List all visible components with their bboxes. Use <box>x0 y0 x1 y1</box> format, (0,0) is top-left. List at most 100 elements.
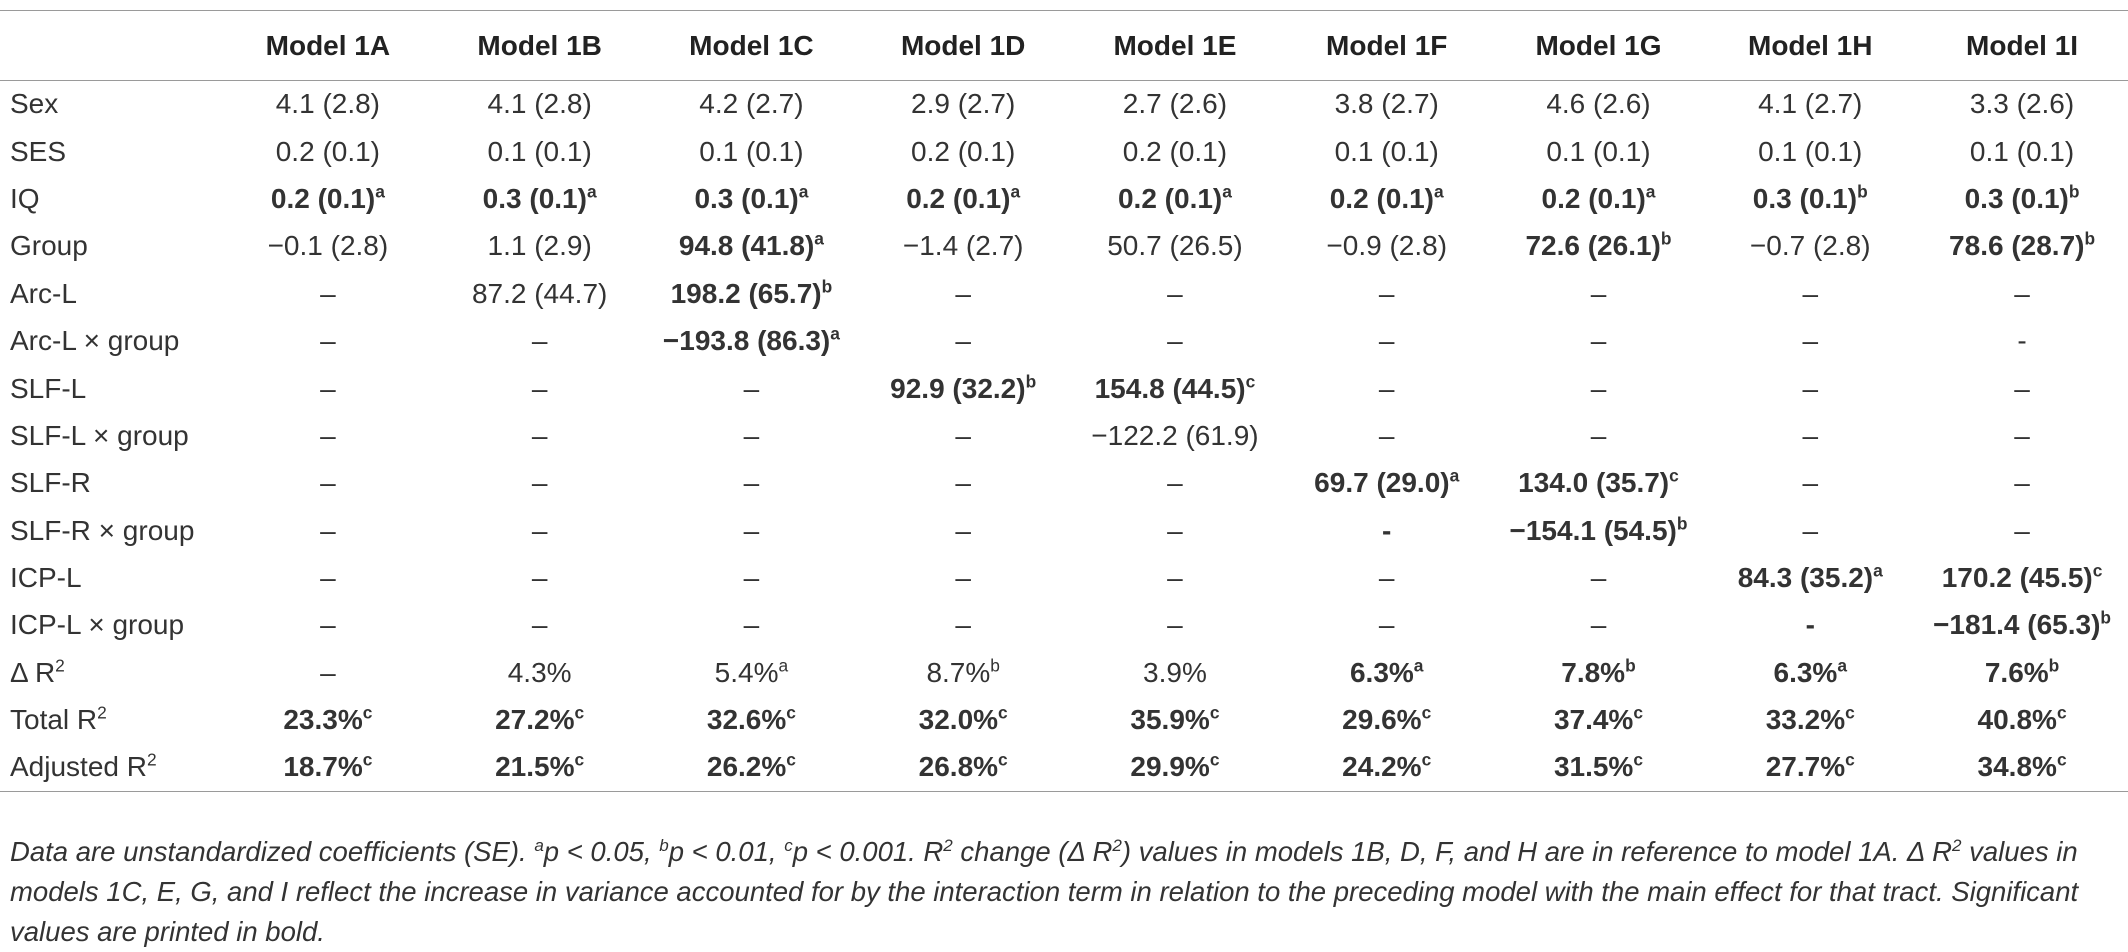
significance-superscript: a <box>814 228 824 249</box>
table-cell: 26.2%c <box>645 743 858 792</box>
cell-value: – <box>320 467 336 499</box>
table-cell: 72.6 (26.1)b <box>1493 223 1705 270</box>
header-stub <box>0 10 222 81</box>
cell-value: – <box>531 514 548 546</box>
cell-value: 32.0% <box>918 704 999 736</box>
cell-value: 29.9% <box>1130 751 1210 783</box>
table-cell: 0.2 (0.1)a <box>222 175 434 222</box>
significance-superscript: c <box>362 702 373 723</box>
table-cell: – <box>857 317 1069 364</box>
significance-superscript: c <box>2056 702 2067 723</box>
table-cell: 87.2 (44.7) <box>434 270 646 317</box>
cell-value: 0.2 (0.1) <box>1329 182 1435 214</box>
significance-superscript: a <box>1413 655 1424 676</box>
row-label: Δ R2 <box>0 649 222 696</box>
cell-value: – <box>320 656 336 688</box>
table-cell: – <box>1281 554 1493 601</box>
significance-superscript: b <box>1857 181 1868 202</box>
table-cell: – <box>1069 317 1281 364</box>
row-label-text: SES <box>10 135 67 167</box>
row-label-superscript: 2 <box>97 702 107 723</box>
cell-value: – <box>531 562 548 594</box>
row-label-text: Group <box>10 230 88 262</box>
table-cell: 7.8%b <box>1493 649 1705 696</box>
table-cell: 24.2%c <box>1280 743 1493 792</box>
header-row: Model 1A Model 1B Model 1C Model 1D Model 1E… <box>0 10 2128 81</box>
significance-superscript: c <box>1209 750 1220 770</box>
table-cell: 4.2 (2.7) <box>646 81 858 128</box>
table-cell: – <box>1916 270 2128 317</box>
cell-value: 27.2% <box>495 704 575 736</box>
footnote-sup-2b: 2 <box>1112 835 1122 855</box>
cell-value: 5.4% <box>714 656 779 688</box>
cell-value: 2.9 (2.7) <box>911 88 1016 120</box>
table-cell: 32.6%c <box>646 697 858 744</box>
table-cell: 2.9 (2.7) <box>857 81 1069 128</box>
table-cell: 4.1 (2.8) <box>222 81 434 128</box>
significance-superscript: b <box>2084 228 2096 249</box>
table-cell: – <box>222 365 434 412</box>
table-cell: – <box>1281 412 1493 459</box>
cell-value: 6.3% <box>1773 656 1838 688</box>
significance-superscript: a <box>1449 465 1460 486</box>
table-cell: – <box>222 270 434 317</box>
footnote-text-1: Data are unstandardized coefficients (SE… <box>10 836 535 867</box>
table-cell: – <box>434 460 646 507</box>
table-cell: 0.1 (0.1) <box>1916 128 2128 175</box>
table-cell: 29.6%c <box>1281 697 1493 744</box>
table-row: SLF-L – – –92.9 (32.2)b 154.8 (44.5)c – – – – <box>0 365 2128 412</box>
table-cell: 7.6%b <box>1916 649 2128 696</box>
significance-superscript: c <box>2092 560 2103 581</box>
significance-superscript: c <box>362 750 373 770</box>
table-cell: – <box>1069 460 1281 507</box>
cell-value: – <box>1378 277 1395 309</box>
table-cell: – <box>1704 460 1916 507</box>
row-label-text: ICP-L × group <box>10 609 185 641</box>
column-header: Model 1D <box>857 10 1070 81</box>
table-cell: 69.7 (29.0)a <box>1281 460 1493 507</box>
table-cell: 0.1 (0.1) <box>1281 128 1493 175</box>
footnote-sup-c: c <box>784 835 793 855</box>
cell-value: 0.2 (0.1) <box>1122 135 1228 167</box>
table-cell: – <box>1281 317 1493 364</box>
cell-value: 26.2% <box>706 751 787 783</box>
cell-value: 40.8% <box>1977 704 2057 736</box>
table-cell: – <box>1493 365 1705 412</box>
table-cell: 154.8 (44.5)c <box>1069 365 1281 412</box>
significance-superscript: b <box>1660 228 1672 249</box>
table-cell: – <box>857 460 1069 507</box>
table-cell: - <box>1281 507 1493 554</box>
table-cell: – <box>1493 317 1705 364</box>
significance-superscript: b <box>1625 655 1636 676</box>
table-cell: 0.3 (0.1)a <box>646 175 858 222</box>
cell-value: – <box>955 325 971 357</box>
table-cell: 198.2 (65.7)b <box>646 270 858 317</box>
cell-value: 50.7 (26.5) <box>1107 230 1243 262</box>
column-header: Model 1G <box>1492 10 1705 81</box>
footnote-text-3: p < 0.01, <box>668 836 785 867</box>
table-cell: 3.9% <box>1069 649 1281 696</box>
table-cell: 35.9%c <box>1069 697 1281 744</box>
table-cell: 31.5%c <box>1492 743 1705 792</box>
table-row: ICP-L – – – – – – –84.3 (35.2)a 170.2 (45.5)c <box>0 554 2128 601</box>
table-cell: 4.1 (2.7) <box>1704 81 1916 128</box>
cell-value: 84.3 (35.2) <box>1737 562 1874 594</box>
table-cell: 0.3 (0.1)a <box>434 175 646 222</box>
table-cell: 2.7 (2.6) <box>1069 81 1281 128</box>
table-cell: 94.8 (41.8)a <box>646 223 858 270</box>
cell-value: – <box>1802 325 1819 357</box>
table-cell: 0.2 (0.1) <box>222 128 434 175</box>
column-header: Model 1I <box>1916 10 2128 81</box>
cell-value: −193.8 (86.3) <box>662 325 831 357</box>
table-row: Arc-L – 87.2 (44.7) 198.2 (65.7)b – – – – – – <box>0 270 2128 317</box>
table-cell: – <box>646 365 858 412</box>
cell-value: - <box>1382 514 1392 546</box>
cell-value: – <box>1590 277 1607 309</box>
footnote-text-7: values in models 1C, E, G, and I reflect… <box>10 836 2079 947</box>
table-cell: – <box>857 554 1069 601</box>
table-cell: −154.1 (54.5)b <box>1493 507 1705 554</box>
cell-value: 31.5% <box>1553 751 1634 783</box>
table-cell: 34.8%c <box>1916 743 2128 792</box>
table-cell: – <box>857 270 1069 317</box>
